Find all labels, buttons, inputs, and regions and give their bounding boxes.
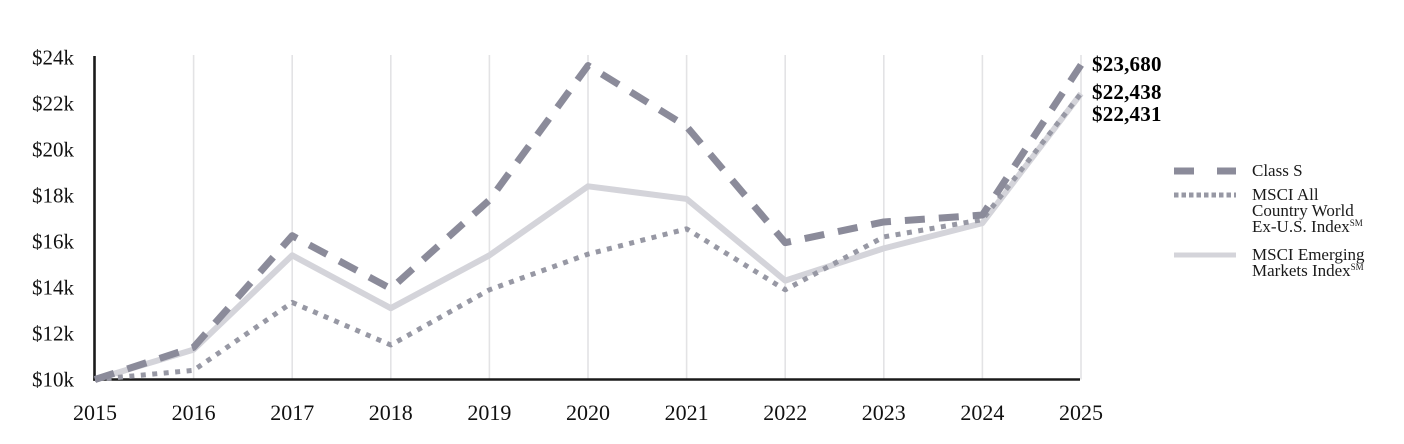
y-tick-label: $14k	[32, 276, 75, 300]
x-tick-label: 2024	[960, 400, 1004, 425]
x-tick-label: 2022	[763, 400, 807, 425]
legend-item-emerging-markets: MSCI Emerging Markets IndexSM	[1174, 245, 1404, 280]
y-tick-label: $18k	[32, 184, 75, 208]
y-tick-label: $20k	[32, 138, 75, 162]
y-tick-label: $10k	[32, 368, 75, 392]
end-label-class-s: $23,680	[1092, 52, 1162, 76]
dotted-line-swatch	[1174, 192, 1236, 198]
y-tick-label: $22k	[32, 92, 75, 116]
x-tick-label: 2021	[665, 400, 709, 425]
legend-label-acwi-ex-us: MSCI All Country World Ex-U.S. IndexSM	[1252, 185, 1363, 236]
series-line-dashed	[93, 62, 1084, 383]
y-tick-label: $12k	[32, 322, 75, 346]
series-line-dotted	[94, 91, 1083, 382]
x-tick-label: 2020	[566, 400, 610, 425]
x-tick-label: 2018	[369, 400, 413, 425]
legend-item-acwi-ex-us: MSCI All Country World Ex-U.S. IndexSM	[1174, 185, 1404, 236]
solid-line-swatch	[1174, 252, 1236, 258]
y-tick-label: $24k	[32, 46, 75, 70]
x-tick-label: 2023	[862, 400, 906, 425]
legend: Class S MSCI All Country World Ex-U.S. I…	[1174, 161, 1404, 280]
x-tick-label: 2016	[172, 400, 216, 425]
legend-label-class-s: Class S	[1252, 161, 1303, 180]
dashed-line-swatch	[1174, 167, 1236, 175]
service-mark: SM	[1350, 262, 1364, 272]
service-mark: SM	[1349, 218, 1363, 228]
y-tick-label: $16k	[32, 230, 75, 254]
series-line-solid	[94, 91, 1084, 383]
x-tick-label: 2017	[270, 400, 314, 425]
end-label-emerging-markets: $22,431	[1092, 102, 1162, 126]
x-tick-label: 2025	[1059, 400, 1103, 425]
x-tick-label: 2019	[467, 400, 511, 425]
legend-label-emerging-markets: MSCI Emerging Markets IndexSM	[1252, 245, 1365, 280]
end-label-acwi-ex-us: $22,438	[1092, 80, 1162, 104]
x-tick-label: 2015	[73, 400, 117, 425]
legend-item-class-s: Class S	[1174, 161, 1404, 180]
